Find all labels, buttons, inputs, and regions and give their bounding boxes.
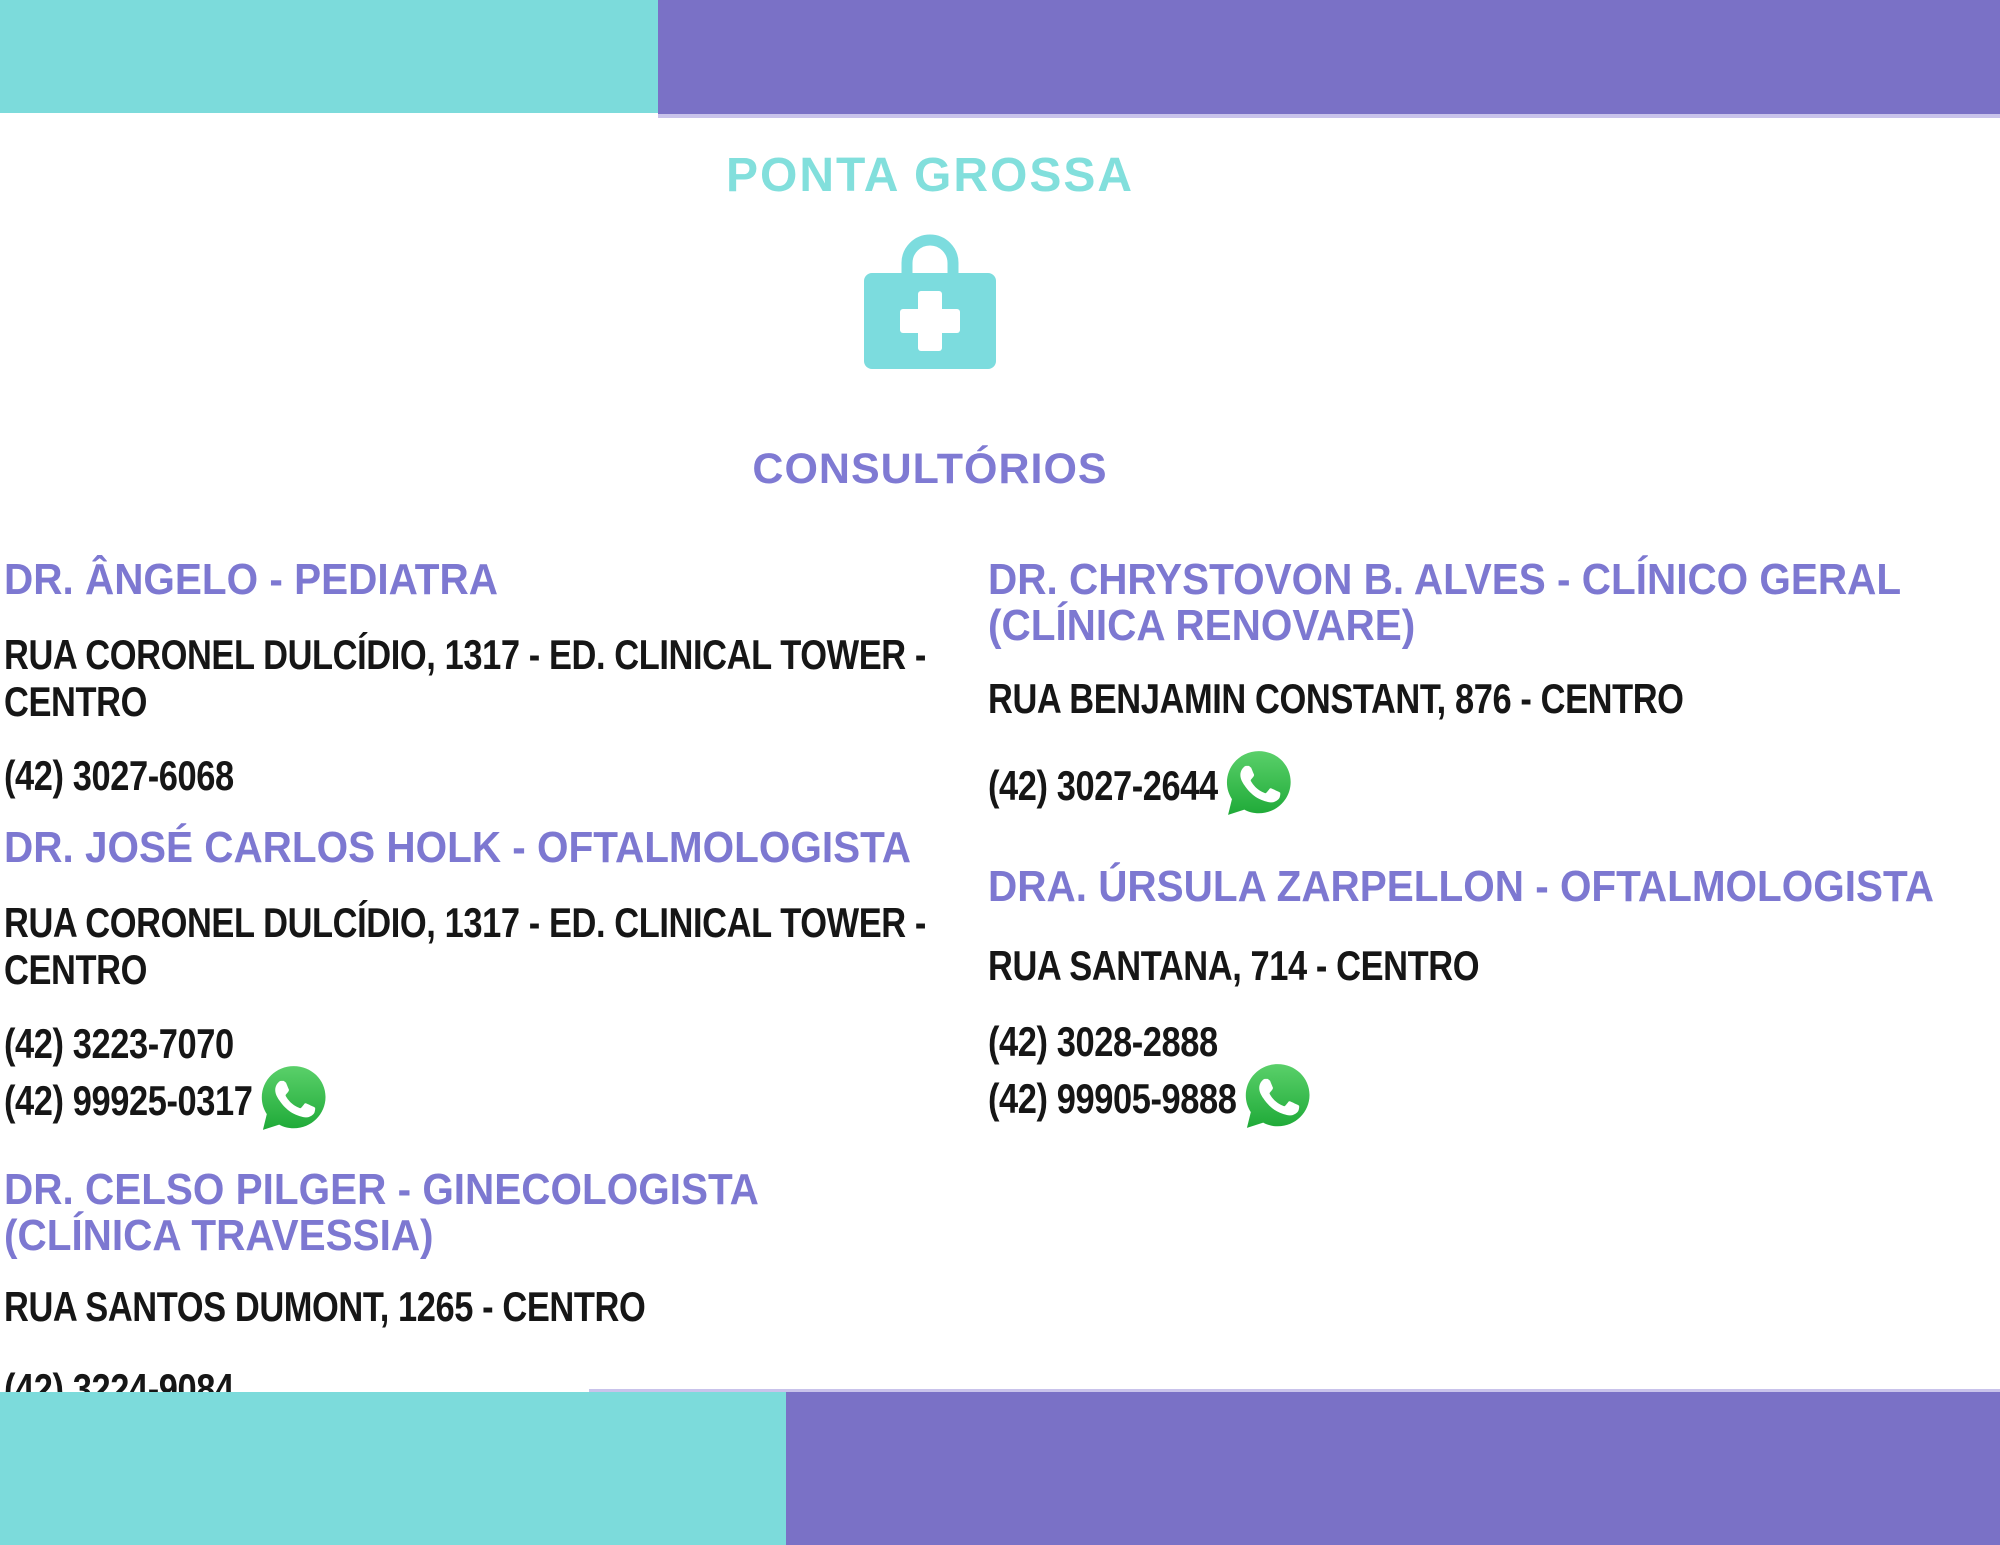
- doctor-name: DR. CELSO PILGER - GINECOLOGISTA (CLÍNIC…: [4, 1165, 759, 1260]
- doctor-address: RUA SANTOS DUMONT, 1265 - CENTRO: [4, 1283, 646, 1330]
- whatsapp-icon: [1245, 1064, 1310, 1128]
- whatsapp-icon: [1227, 751, 1291, 815]
- doctor-name: DRA. ÚRSULA ZARPELLON - OFTALMOLOGISTA: [988, 862, 1934, 911]
- phone-line: (42) 3028-2888: [988, 1021, 1998, 1063]
- doctor-address: RUA CORONEL DULCÍDIO, 1317 - ED. CLINICA…: [4, 631, 926, 725]
- header: PONTA GROSSA CONSULTÓRIOS: [0, 115, 1860, 493]
- phone-number: (42) 99905-9888: [988, 1063, 1310, 1129]
- phone-line: (42) 3223-7070: [4, 1023, 1014, 1065]
- listing: DR. CELSO PILGER - GINECOLOGISTA (CLÍNIC…: [4, 1167, 1014, 1410]
- doctor-name: DR. JOSÉ CARLOS HOLK - OFTALMOLOGISTA: [4, 823, 912, 872]
- doctor-name: DR. CHRYSTOVON B. ALVES - CLÍNICO GERAL …: [988, 555, 1902, 650]
- column-right: DR. CHRYSTOVON B. ALVES - CLÍNICO GERAL …: [988, 545, 1998, 1129]
- page-title: PONTA GROSSA: [725, 149, 1135, 202]
- bottom-banner-teal: [0, 1392, 786, 1545]
- bottom-banner-purple: [589, 1389, 2000, 1545]
- phone-number: (42) 3223-7070: [4, 1020, 234, 1067]
- phone-number: (42) 3027-2644: [988, 750, 1291, 816]
- section-heading: CONSULTÓRIOS: [752, 445, 1108, 493]
- medical-bag-icon: [860, 227, 1000, 372]
- phone-line: (42) 99905-9888: [988, 1063, 1998, 1129]
- whatsapp-icon: [261, 1066, 326, 1130]
- phone-line: (42) 3027-2644: [988, 750, 1998, 816]
- phone-line: (42) 3027-6068: [4, 755, 1014, 797]
- phone-number: (42) 3027-6068: [4, 752, 234, 799]
- doctor-name: DR. ÂNGELO - PEDIATRA: [4, 555, 499, 604]
- listing: DR. CHRYSTOVON B. ALVES - CLÍNICO GERAL …: [988, 557, 1998, 816]
- phone-line: (42) 99925-0317: [4, 1065, 1014, 1131]
- column-left: DR. ÂNGELO - PEDIATRA RUA CORONEL DULCÍD…: [4, 545, 1014, 1410]
- doctor-address: RUA BENJAMIN CONSTANT, 876 - CENTRO: [988, 675, 1684, 722]
- phone-number: (42) 3028-2888: [988, 1018, 1218, 1065]
- listing: DR. ÂNGELO - PEDIATRA RUA CORONEL DULCÍD…: [4, 557, 1014, 797]
- top-banner-teal: [0, 0, 660, 113]
- listing: DRA. ÚRSULA ZARPELLON - OFTALMOLOGISTA R…: [988, 864, 1998, 1129]
- phone-number: (42) 99925-0317: [4, 1065, 326, 1131]
- doctor-address: RUA CORONEL DULCÍDIO, 1317 - ED. CLINICA…: [4, 899, 926, 993]
- listing: DR. JOSÉ CARLOS HOLK - OFTALMOLOGISTA RU…: [4, 825, 1014, 1131]
- doctor-address: RUA SANTANA, 714 - CENTRO: [988, 942, 1480, 989]
- top-banner-purple: [658, 0, 2000, 118]
